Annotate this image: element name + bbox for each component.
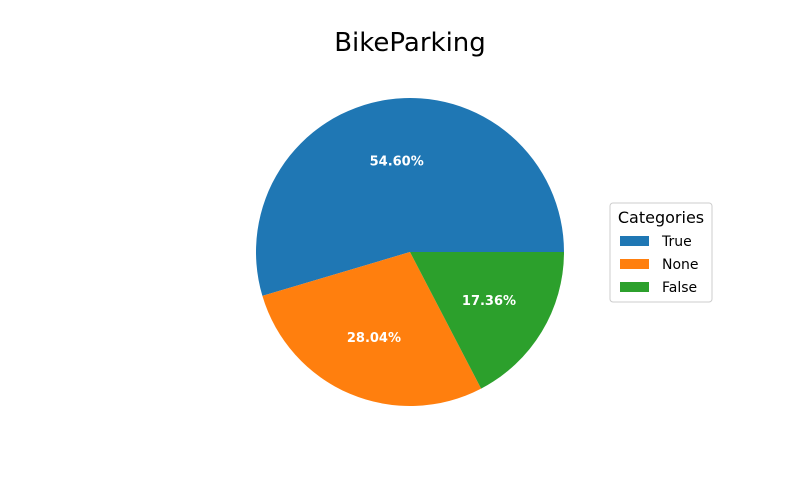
chart-title: BikeParking [334,28,486,58]
pie-slices [255,97,564,407]
pie-value-labels: 54.60% 28.04% 17.36% [347,155,516,347]
legend-swatch-none [620,259,649,269]
pie-value-label-true: 54.60% [370,155,424,170]
pie-value-label-false: 17.36% [462,294,516,309]
legend: Categories True None False [609,202,713,303]
pie-slice-true [255,97,564,296]
legend-entries: True None False [620,234,699,296]
pie-slice-none [262,252,482,407]
legend-label-true: True [661,234,692,250]
legend-swatch-false [620,282,649,292]
pie-value-label-none: 28.04% [347,331,401,346]
legend-title: Categories [618,208,704,227]
pie-slice-false [410,252,564,389]
legend-box [609,202,713,303]
legend-label-none: None [662,257,699,273]
legend-swatch-true [620,236,649,246]
legend-label-false: False [662,280,697,296]
